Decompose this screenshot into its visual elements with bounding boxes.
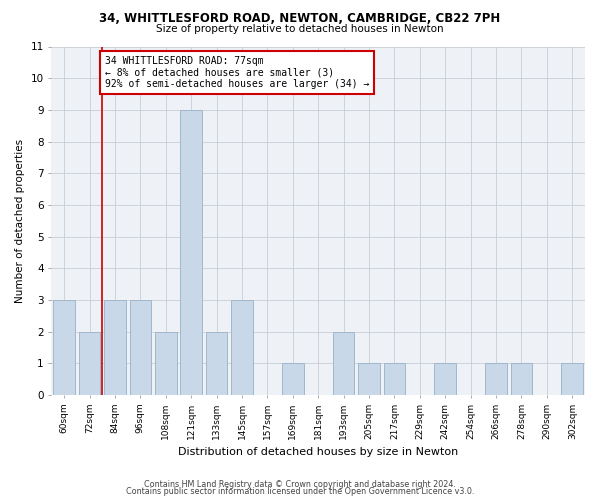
Bar: [282, 364, 304, 395]
Bar: [130, 300, 151, 395]
Bar: [485, 364, 507, 395]
Bar: [333, 332, 355, 395]
Bar: [562, 364, 583, 395]
Text: Contains public sector information licensed under the Open Government Licence v3: Contains public sector information licen…: [126, 488, 474, 496]
Bar: [358, 364, 380, 395]
Text: 34, WHITTLESFORD ROAD, NEWTON, CAMBRIDGE, CB22 7PH: 34, WHITTLESFORD ROAD, NEWTON, CAMBRIDGE…: [100, 12, 500, 26]
Bar: [104, 300, 126, 395]
Bar: [181, 110, 202, 395]
Text: Contains HM Land Registry data © Crown copyright and database right 2024.: Contains HM Land Registry data © Crown c…: [144, 480, 456, 489]
Text: 34 WHITTLESFORD ROAD: 77sqm
← 8% of detached houses are smaller (3)
92% of semi-: 34 WHITTLESFORD ROAD: 77sqm ← 8% of deta…: [105, 56, 369, 89]
Bar: [206, 332, 227, 395]
Bar: [53, 300, 75, 395]
Bar: [231, 300, 253, 395]
Text: Size of property relative to detached houses in Newton: Size of property relative to detached ho…: [156, 24, 444, 34]
Bar: [155, 332, 176, 395]
Y-axis label: Number of detached properties: Number of detached properties: [15, 139, 25, 303]
X-axis label: Distribution of detached houses by size in Newton: Distribution of detached houses by size …: [178, 448, 458, 458]
Bar: [434, 364, 456, 395]
Bar: [79, 332, 100, 395]
Bar: [511, 364, 532, 395]
Bar: [383, 364, 405, 395]
